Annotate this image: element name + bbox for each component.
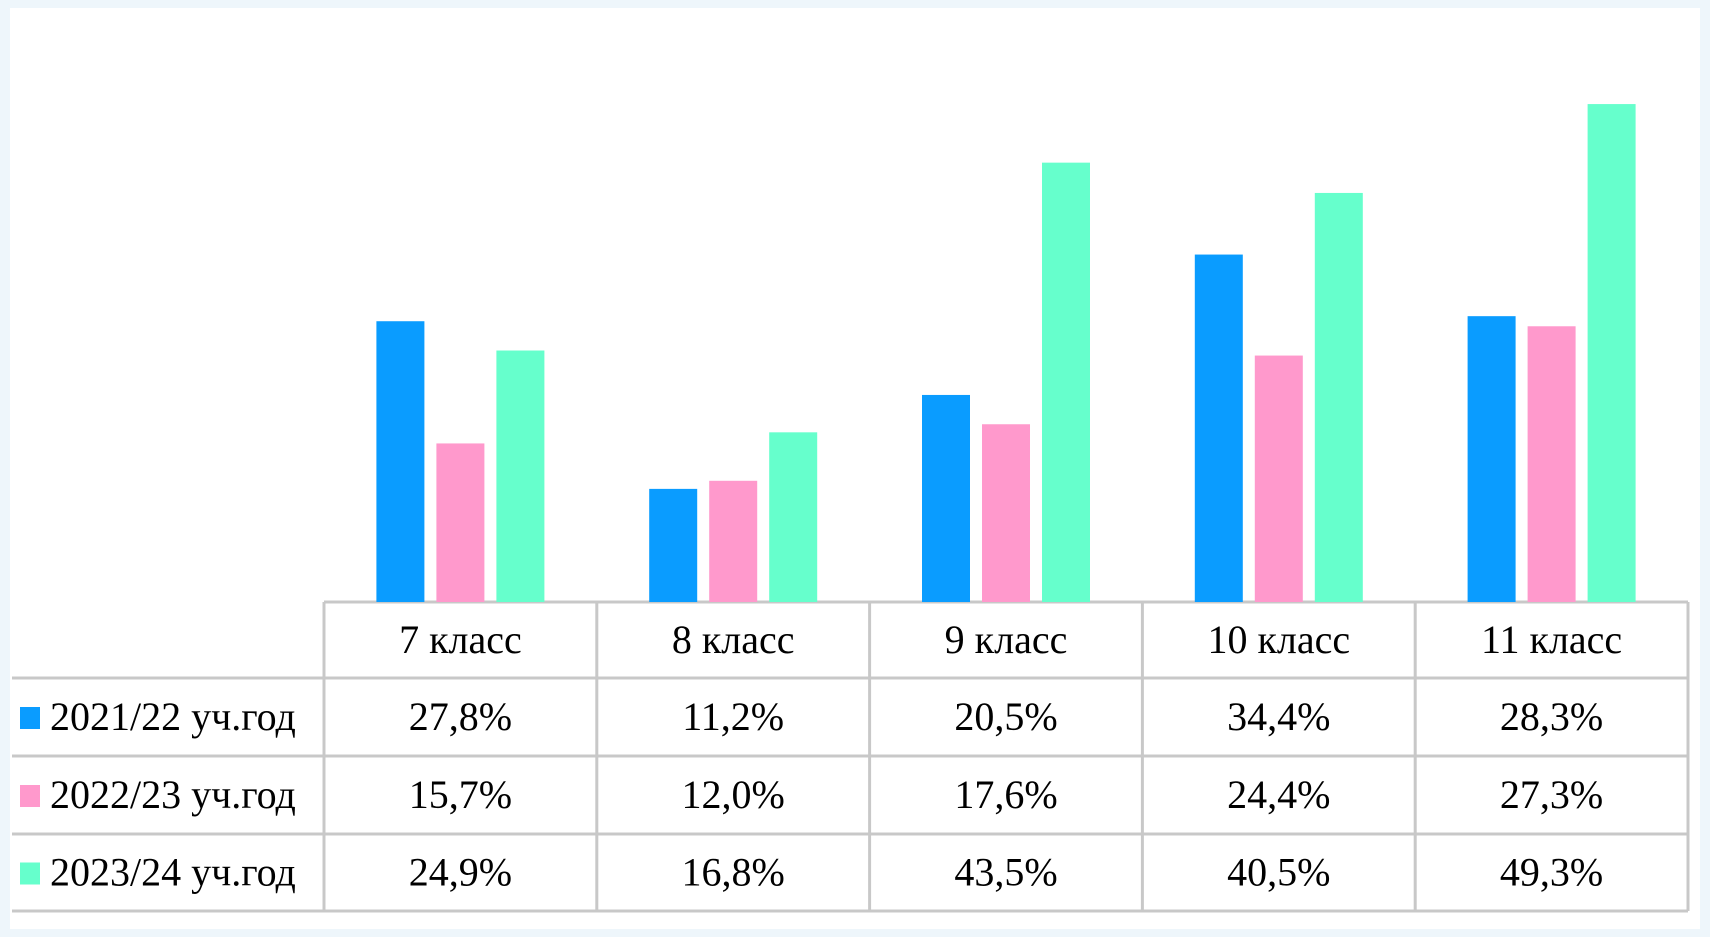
bar [496,350,545,602]
bar [1042,162,1090,602]
legend-swatch [20,707,40,729]
legend-swatch [20,862,40,885]
table-cell: 11,2% [682,694,784,739]
bar [376,321,425,602]
table-cell: 15,7% [409,772,512,817]
category-label: 10 класс [1207,617,1350,662]
category-label: 7 класс [399,617,522,662]
table-cell: 24,9% [409,850,512,895]
table-cell: 49,3% [1500,850,1603,895]
category-label: 9 класс [945,617,1068,662]
table-cell: 16,8% [682,850,785,895]
table-cell: 24,4% [1227,772,1330,817]
category-label: 8 класс [672,617,795,662]
table-cell: 27,8% [409,694,512,739]
legend-label: 2023/24 уч.год [50,850,296,895]
table-cell: 34,4% [1227,694,1330,739]
bar [1527,326,1576,602]
table-cell: 12,0% [682,772,785,817]
bar [769,432,818,602]
bar [982,424,1030,602]
chart-background [10,8,1700,929]
table-cell: 20,5% [954,694,1057,739]
bar [1194,254,1243,602]
table-cell: 40,5% [1227,850,1330,895]
table-cell: 43,5% [954,850,1057,895]
bar [1254,355,1303,602]
bar [709,480,758,602]
legend-label: 2022/23 уч.год [50,772,296,817]
bar [1587,104,1636,602]
bar [1467,316,1516,602]
legend-label: 2021/22 уч.год [50,694,296,739]
legend-swatch [20,785,40,807]
bar [436,443,485,602]
category-label: 11 класс [1481,617,1622,662]
table-cell: 17,6% [954,772,1057,817]
bar [1314,192,1363,602]
bar [649,488,698,602]
table-cell: 27,3% [1500,772,1603,817]
table-cell: 28,3% [1500,694,1603,739]
bar [922,394,970,602]
